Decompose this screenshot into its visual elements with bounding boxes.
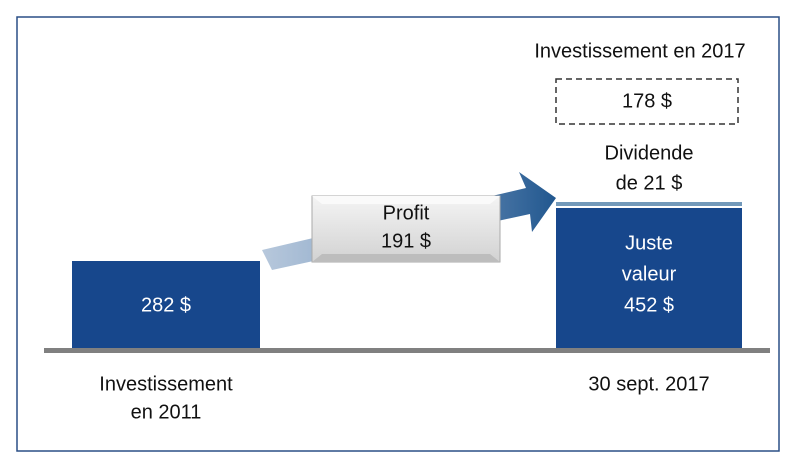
start-value: 282 $ (141, 294, 191, 316)
profit-box (311, 195, 501, 263)
profit-label: Profit (383, 202, 430, 224)
end-label: 30 sept. 2017 (588, 373, 709, 395)
dividend-label: de 21 $ (616, 172, 683, 194)
start-label: en 2011 (131, 401, 202, 423)
profit-value: 191 $ (381, 230, 431, 252)
baseline (44, 348, 770, 353)
end-value: Juste (625, 232, 673, 254)
investment-value: 178 $ (622, 90, 672, 112)
frame (16, 16, 780, 452)
dividend-bar (556, 202, 742, 206)
end-bar (556, 208, 742, 349)
start-label: Investissement (99, 373, 233, 395)
end-value: 452 $ (624, 294, 674, 316)
end-value: valeur (622, 263, 677, 285)
dividend-label: Dividende (605, 142, 694, 164)
dashed-box (555, 78, 739, 125)
start-bar (72, 261, 260, 349)
investment-label: Investissement en 2017 (534, 40, 745, 62)
